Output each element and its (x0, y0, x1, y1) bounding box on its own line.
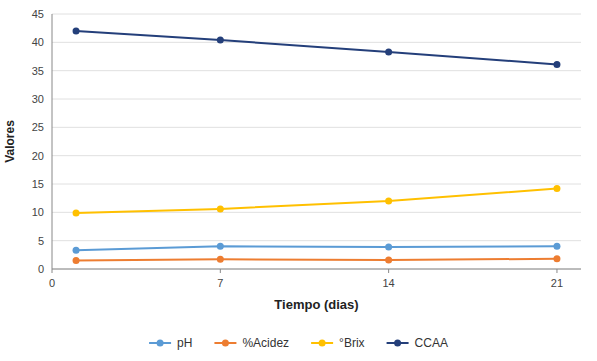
series-point (73, 247, 80, 254)
x-tick (388, 269, 389, 273)
legend-marker (222, 340, 229, 347)
grid-line (52, 14, 581, 15)
y-tick-label: 20 (32, 150, 44, 162)
x-tick-label: 21 (551, 277, 563, 289)
grid-line (52, 155, 581, 156)
series-line (76, 259, 557, 261)
x-tick-label: 7 (217, 277, 223, 289)
legend-marker (157, 340, 164, 347)
series-point (553, 243, 560, 250)
y-tick-label: 0 (38, 263, 44, 275)
x-axis-label: Tiempo (dias) (274, 297, 358, 312)
y-tick-label: 25 (32, 121, 44, 133)
x-axis-line (52, 269, 581, 270)
y-tick-label: 35 (32, 65, 44, 77)
y-tick-label: 30 (32, 93, 44, 105)
series-point (217, 37, 224, 44)
x-tick (220, 269, 221, 273)
x-tick-label: 0 (49, 277, 55, 289)
series-point (217, 256, 224, 263)
x-tick (556, 269, 557, 273)
series-point (217, 243, 224, 250)
grid-line (52, 99, 581, 100)
legend-marker (394, 340, 401, 347)
series-line (76, 31, 557, 64)
grid-line (52, 42, 581, 43)
series-point (73, 28, 80, 35)
series-point (553, 185, 560, 192)
grid-line (52, 269, 581, 270)
legend-item: %Acidez (214, 336, 289, 350)
plot-area (73, 28, 561, 265)
y-axis-label: Valores (3, 120, 17, 163)
legend: pH %Acidez °Brix CCAA (149, 336, 448, 350)
legend-item: pH (149, 336, 192, 350)
series-line (76, 189, 557, 213)
series-line (76, 246, 557, 250)
series-point (385, 48, 392, 55)
legend-label: %Acidez (242, 336, 289, 350)
chart: 0 5 10 15 20 25 30 35 40 45 0 7 14 21 Tiempo (dias) Val… (0, 0, 597, 361)
grid-line (52, 70, 581, 71)
legend-label: CCAA (415, 336, 448, 350)
legend-label: pH (177, 336, 192, 350)
legend-marker (319, 340, 326, 347)
series-point (73, 257, 80, 264)
y-tick-label: 5 (38, 235, 44, 247)
y-tick-label: 45 (32, 8, 44, 20)
series-point (385, 256, 392, 263)
y-tick-label: 15 (32, 178, 44, 190)
y-tick-label: 40 (32, 36, 44, 48)
y-tick-label: 10 (32, 206, 44, 218)
legend-item: °Brix (311, 336, 364, 350)
grid-line (52, 184, 581, 185)
y-axis-line (52, 14, 53, 269)
legend-label: °Brix (339, 336, 364, 350)
grid-line (52, 240, 581, 241)
legend-item: CCAA (387, 336, 448, 350)
series-point (385, 198, 392, 205)
grid-line (52, 127, 581, 128)
x-tick-label: 14 (383, 277, 395, 289)
series-point (73, 209, 80, 216)
series-point (217, 205, 224, 212)
x-tick (52, 269, 53, 273)
series-point (553, 61, 560, 68)
series-point (385, 243, 392, 250)
series-point (553, 255, 560, 262)
